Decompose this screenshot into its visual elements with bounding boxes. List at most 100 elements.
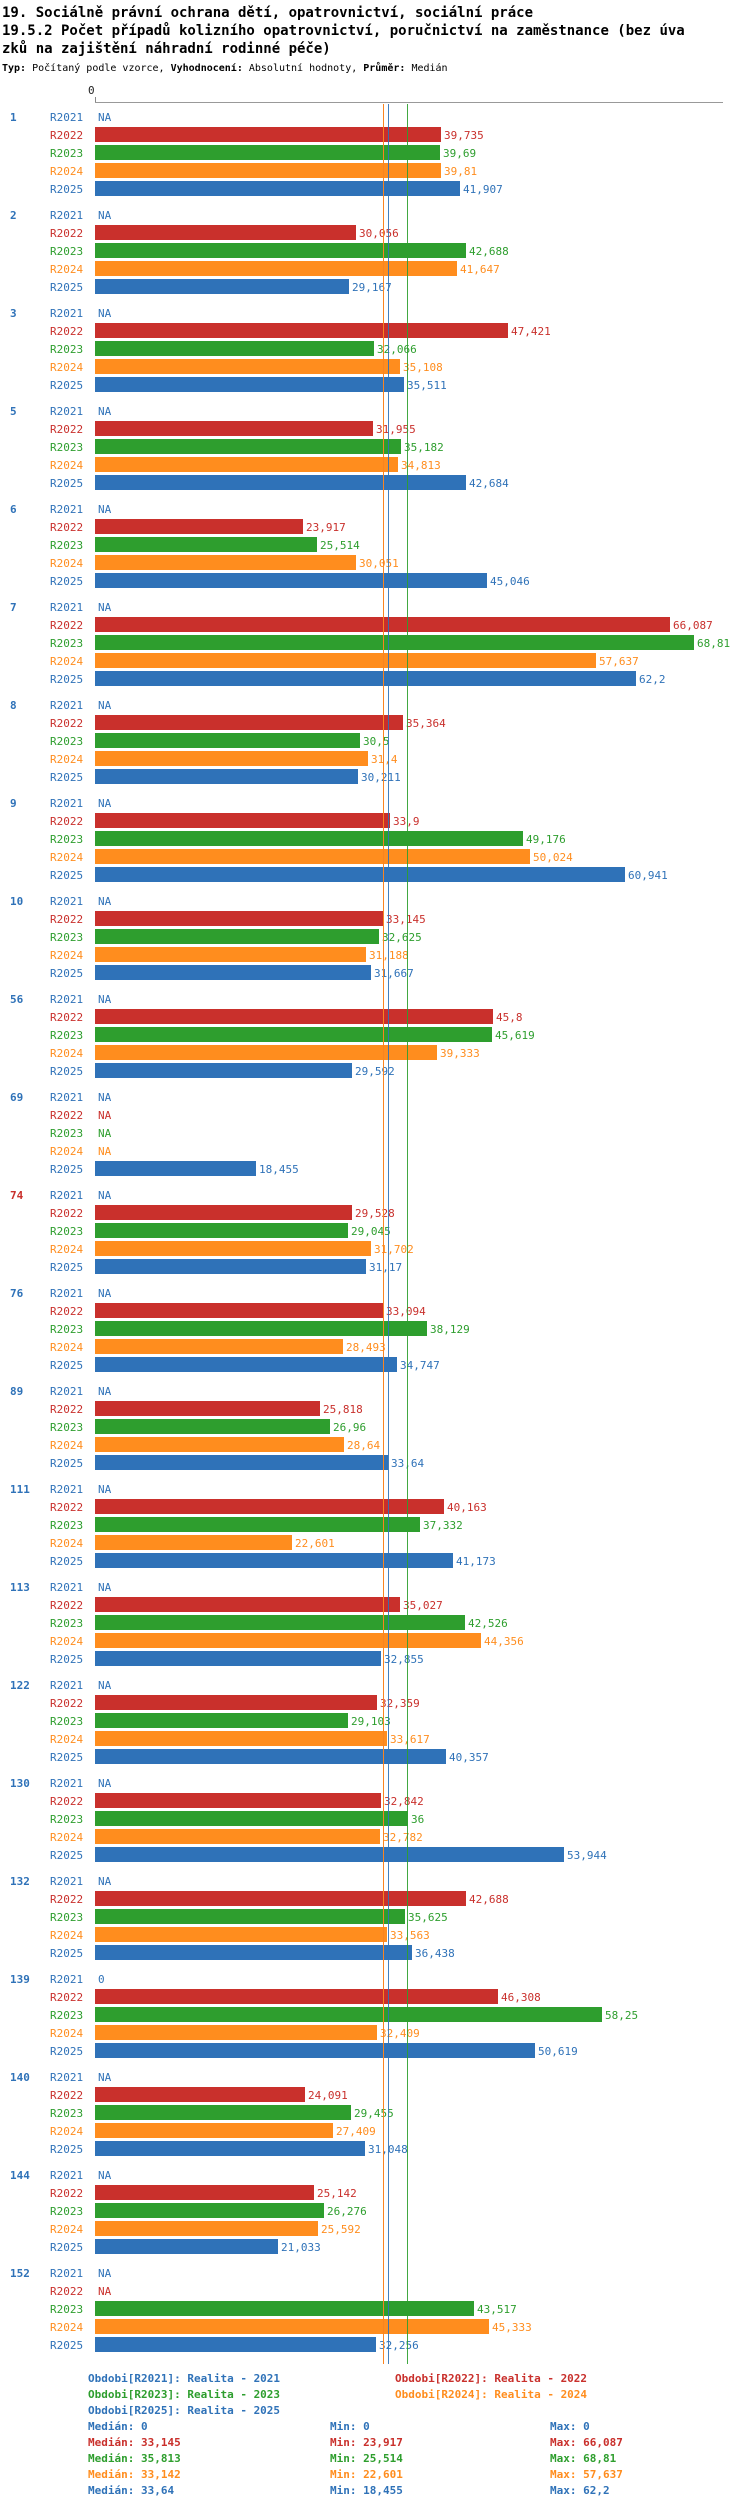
group-label-69: 69 <box>10 1091 24 1104</box>
year-label: R2023 <box>50 833 84 846</box>
bar-R2022 <box>95 1793 381 1808</box>
year-label: R2024 <box>50 2223 84 2236</box>
value-label: 32,625 <box>382 931 422 944</box>
value-label: 30,056 <box>359 227 399 240</box>
bar-R2024 <box>95 1927 387 1942</box>
bar-row-R2023: R2023 58,25 <box>0 2006 750 2024</box>
value-label: 66,087 <box>673 619 713 632</box>
bar-row-R2024: R2024 50,024 <box>0 848 750 866</box>
year-label: R2023 <box>50 539 84 552</box>
bar-R2022 <box>95 421 373 436</box>
year-label: R2025 <box>50 1555 84 1568</box>
year-label: R2023 <box>50 931 84 944</box>
bar-row-R2022: R2022 25,818 <box>0 1400 750 1418</box>
year-label: R2024 <box>50 753 84 766</box>
bar-row-R2023: R2023 39,69 <box>0 144 750 162</box>
value-label: 32,256 <box>379 2339 419 2352</box>
group-label-113: 113 <box>10 1581 30 1594</box>
bar-row-R2021: R2021 NA <box>0 1872 750 1890</box>
bar-R2022 <box>95 1303 383 1318</box>
bar-row-R2021: R2021 NA <box>0 696 750 714</box>
year-label: R2024 <box>50 557 84 570</box>
bar-row-R2024: R2024 39,333 <box>0 1044 750 1062</box>
year-label: R2025 <box>50 281 84 294</box>
bar-R2024 <box>95 2123 333 2138</box>
value-label: 18,455 <box>259 1163 299 1176</box>
year-label: R2025 <box>50 2339 84 2352</box>
year-label: R2021 <box>50 699 84 712</box>
year-label: R2024 <box>50 1145 84 1158</box>
year-label: R2023 <box>50 1323 84 1336</box>
value-label: 28,493 <box>346 1341 386 1354</box>
bar-row-R2023: R2023 35,182 <box>0 438 750 456</box>
value-label: 23,917 <box>306 521 346 534</box>
chart-group-122: 122 R2021 NA R2022 32,359 R2023 29,103 R2024 33,… <box>0 1676 750 1774</box>
bar-R2023 <box>95 1517 420 1532</box>
value-label: 32,409 <box>380 2027 420 2040</box>
bar-R2022 <box>95 519 303 534</box>
bar-row-R2022: R2022 NA <box>0 2282 750 2300</box>
year-label: R2024 <box>50 949 84 962</box>
bar-R2024 <box>95 751 368 766</box>
bar-R2024 <box>95 1241 371 1256</box>
year-label: R2025 <box>50 2241 84 2254</box>
value-label: 53,944 <box>567 1849 607 1862</box>
chart-group-139: 139 R2021 0 R2022 46,308 R2023 58,25 R2024 32,40… <box>0 1970 750 2068</box>
value-label: 26,276 <box>327 2205 367 2218</box>
bar-row-R2022: R2022 47,421 <box>0 322 750 340</box>
year-label: R2021 <box>50 1385 84 1398</box>
value-label: 29,167 <box>352 281 392 294</box>
bar-row-R2025: R2025 18,455 <box>0 1160 750 1178</box>
value-label: NA <box>98 895 112 908</box>
group-label-122: 122 <box>10 1679 30 1692</box>
bar-R2023 <box>95 1909 405 1924</box>
year-label: R2021 <box>50 1777 84 1790</box>
year-label: R2022 <box>50 2089 84 2102</box>
bar-R2023 <box>95 635 694 650</box>
value-label: 30,051 <box>359 557 399 570</box>
value-label: NA <box>98 1875 112 1888</box>
bar-row-R2021: R2021 NA <box>0 2264 750 2282</box>
year-label: R2022 <box>50 227 84 240</box>
bar-R2022 <box>95 1891 466 1906</box>
year-label: R2022 <box>50 1501 84 1514</box>
value-label: 46,308 <box>501 1991 541 2004</box>
bar-row-R2021: R2021 NA <box>0 1088 750 1106</box>
bar-R2024 <box>95 2221 318 2236</box>
chart-group-7: 7 R2021 NA R2022 66,087 R2023 68,81 R2024 57,637… <box>0 598 750 696</box>
year-label: R2022 <box>50 1109 84 1122</box>
value-label: 33,617 <box>390 1733 430 1746</box>
bar-row-R2025: R2025 29,167 <box>0 278 750 296</box>
year-label: R2024 <box>50 1341 84 1354</box>
value-label: NA <box>98 1483 112 1496</box>
bar-R2022 <box>95 1499 444 1514</box>
median-line-R2024 <box>383 104 384 2364</box>
report-title: 19. Sociálně právní ochrana dětí, opatro… <box>2 5 534 21</box>
year-label: R2021 <box>50 1189 84 1202</box>
year-label: R2024 <box>50 1929 84 1942</box>
bar-row-R2022: R2022 42,688 <box>0 1890 750 1908</box>
value-label: NA <box>98 1145 112 1158</box>
stat-median-row5: Medián: 33,64 <box>88 2484 175 2497</box>
value-label: 62,2 <box>639 673 666 686</box>
value-label: 24,091 <box>308 2089 348 2102</box>
bar-R2023 <box>95 145 440 160</box>
meta-label: Vyhodnocení: <box>170 63 243 74</box>
year-label: R2023 <box>50 2205 84 2218</box>
year-label: R2025 <box>50 1457 84 1470</box>
value-label: 35,027 <box>403 1599 443 1612</box>
year-label: R2023 <box>50 2303 84 2316</box>
bar-row-R2024: R2024 28,493 <box>0 1338 750 1356</box>
value-label: 45,619 <box>495 1029 535 1042</box>
value-label: NA <box>98 993 112 1006</box>
bar-row-R2025: R2025 32,855 <box>0 1650 750 1668</box>
chart-legend: Obdobi[R2021]: Realita - 2021 Obdobi[R202… <box>0 2372 750 2422</box>
bar-R2022 <box>95 225 356 240</box>
year-label: R2023 <box>50 245 84 258</box>
value-label: 39,735 <box>444 129 484 142</box>
bar-R2023 <box>95 1713 348 1728</box>
year-label: R2021 <box>50 1091 84 1104</box>
value-label: 36,438 <box>415 1947 455 1960</box>
group-label-152: 152 <box>10 2267 30 2280</box>
